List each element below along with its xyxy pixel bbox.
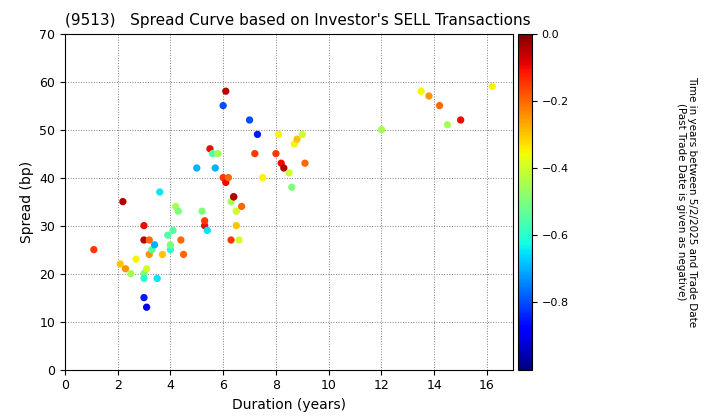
Point [222,174,234,181]
Y-axis label: Spread (bp): Spread (bp) [19,160,34,243]
Point [228,194,240,200]
Point [233,236,245,243]
Point [149,241,161,248]
Point [165,241,176,248]
Point [487,83,498,90]
Point [217,174,229,181]
Point [300,160,311,167]
Point [257,174,269,181]
Point [141,265,153,272]
Point [220,179,232,186]
Point [212,150,224,157]
Point [138,270,150,277]
Point [376,126,387,133]
Point [199,222,210,229]
Point [202,227,213,234]
Point [125,270,137,277]
Point [415,88,427,94]
Point [191,165,202,171]
Point [199,218,210,224]
Point [228,194,240,200]
Point [117,198,129,205]
Point [455,117,467,123]
X-axis label: Duration (years): Duration (years) [232,398,346,412]
Point [225,198,237,205]
Text: (9513)   Spread Curve based on Investor's SELL Transactions: (9513) Spread Curve based on Investor's … [65,13,531,28]
Point [197,208,208,215]
Point [297,131,308,138]
Point [210,165,221,171]
Point [141,304,153,310]
Point [114,261,126,268]
Point [138,294,150,301]
Point [143,251,155,258]
Point [173,208,184,215]
Point [178,251,189,258]
Point [441,121,453,128]
Point [154,189,166,195]
Point [276,160,287,167]
Point [284,169,295,176]
Point [433,102,445,109]
Point [286,184,297,191]
Point [220,88,232,94]
Point [170,203,181,210]
Point [138,222,150,229]
Point [207,150,218,157]
Point [217,102,229,109]
Point [289,141,300,147]
Y-axis label: Time in years between 5/2/2025 and Trade Date
(Past Trade Date is given as negat: Time in years between 5/2/2025 and Trade… [676,76,698,327]
Point [138,275,150,282]
Point [244,117,256,123]
Point [165,246,176,253]
Point [143,236,155,243]
Point [120,265,131,272]
Point [130,256,142,262]
Point [175,236,186,243]
Point [278,165,289,171]
Point [151,275,163,282]
Point [162,232,174,239]
Point [249,150,261,157]
Point [230,208,242,215]
Point [88,246,99,253]
Point [167,227,179,234]
Point [138,236,150,243]
Point [270,150,282,157]
Point [252,131,264,138]
Point [230,222,242,229]
Point [225,236,237,243]
Point [204,145,216,152]
Point [292,136,303,142]
Point [236,203,248,210]
Point [157,251,168,258]
Point [273,131,284,138]
Point [423,93,435,100]
Point [146,246,158,253]
